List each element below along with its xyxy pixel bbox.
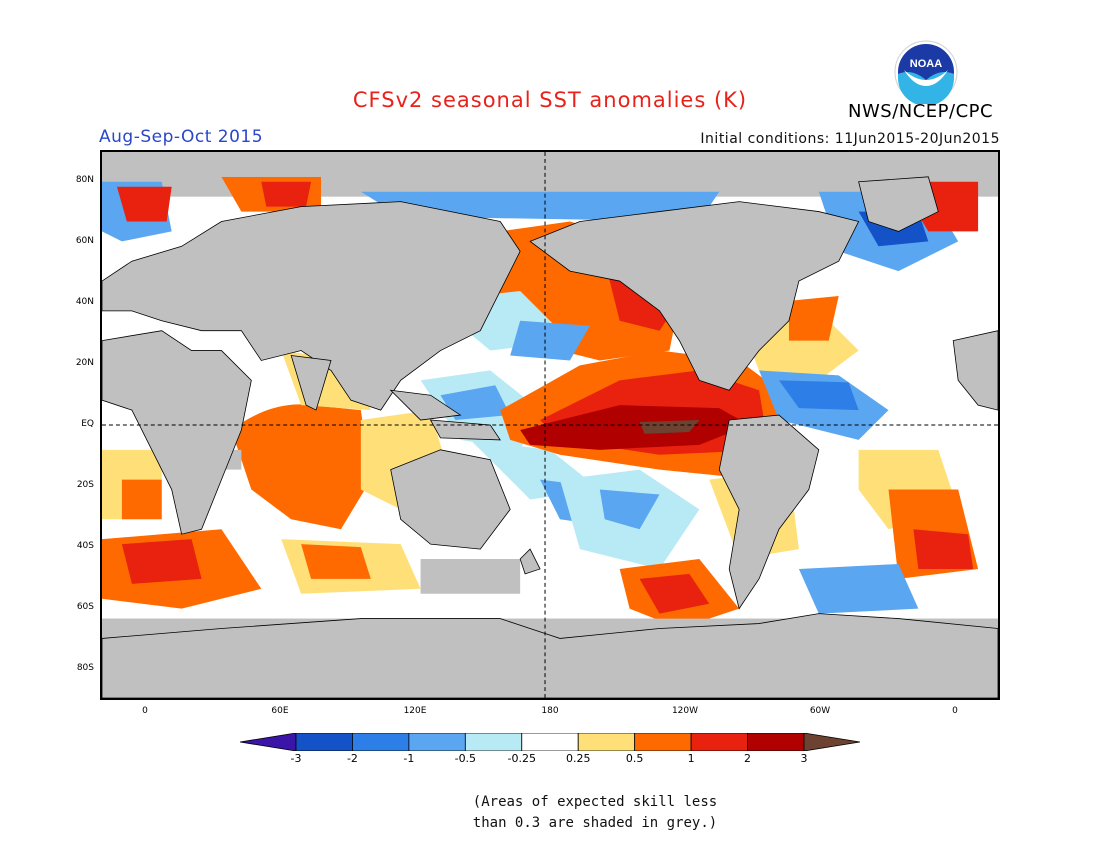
colorbar-tick-label: -1 [403,752,415,765]
sst-anomaly-map [100,150,1000,700]
lat-label: 60S [76,602,94,613]
noaa-logo-icon: NOAA [894,40,958,104]
colorbar-min-triangle [240,733,297,751]
colorbar-tick-label: 0.5 [625,752,644,765]
colorbar-box [408,733,466,751]
colorbar-box [295,733,353,751]
colorbar-tick-label: 0.25 [565,752,591,765]
skill-note-line1: (Areas of expected skill less [472,794,718,810]
agency-label: NWS/NCEP/CPC [848,101,994,122]
lon-label: 60W [809,706,831,716]
colorbar-tick-label: 2 [744,752,752,765]
colorbar-box [690,733,748,751]
lat-label: 60N [75,235,94,246]
chart-title: CFSv2 seasonal SST anomalies (K) [352,88,748,112]
lon-label: 180 [541,706,559,716]
initial-conditions-label: Initial conditions: 11Jun2015-20Jun2015 [700,131,1000,147]
colorbar-tick-label: -0.5 [454,752,477,765]
colorbar-tick-label: -3 [290,752,302,765]
colorbar-box [352,733,410,751]
lat-label: 40N [75,296,94,307]
lon-label: 0 [142,706,148,716]
lat-label: 80S [76,663,94,674]
colorbar-box [464,733,523,751]
lon-label: 120E [403,706,427,716]
season-label: Aug-Sep-Oct 2015 [99,127,264,147]
lon-label: 60E [271,706,289,716]
lat-label: 40S [76,541,94,552]
logo-text: NOAA [910,58,942,70]
lat-label: 20S [76,480,94,491]
lat-label: EQ [81,419,94,429]
colorbar-tick-label: 3 [800,752,808,765]
lon-label: 120W [671,706,699,716]
colorbar-box [634,733,692,751]
skill-note: (Areas of expected skill less than 0.3 a… [0,792,1100,834]
colorbar-box [521,733,579,751]
colorbar-box [747,733,805,751]
continents [102,176,998,698]
lon-label: 0 [952,706,958,716]
lat-label: 80N [75,174,94,185]
colorbar-box [577,733,636,751]
skill-note-line2: than 0.3 are shaded in grey.) [472,815,718,831]
colorbar-tick-label: -2 [346,752,358,765]
colorbar-max-triangle [803,733,860,751]
colorbar-tick-label: 1 [687,752,695,765]
lat-label: 20N [75,357,94,368]
colorbar [240,733,860,751]
colorbar-tick-label: -0.25 [507,752,536,765]
